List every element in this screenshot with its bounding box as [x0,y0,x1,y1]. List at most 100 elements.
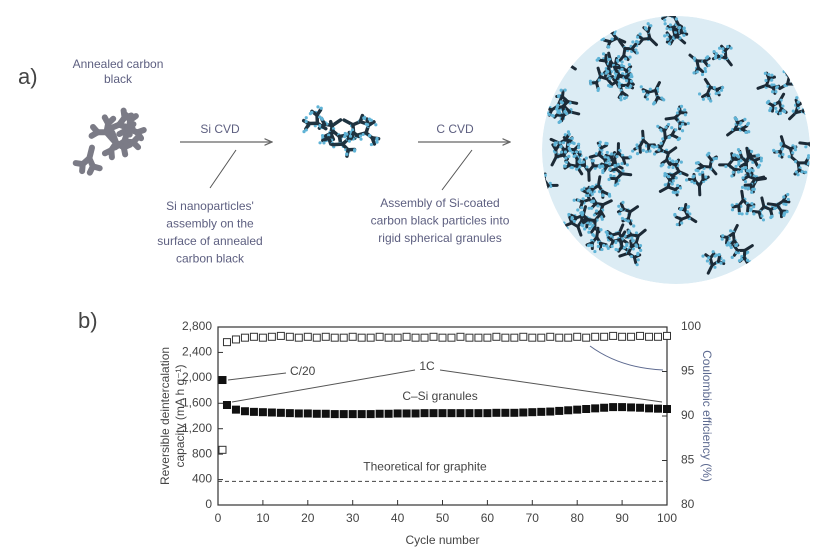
si-dot [542,174,545,178]
si-dot [603,155,607,159]
si-dot [661,163,665,167]
branch [630,42,638,51]
si-dot [714,52,718,56]
si-dot [683,108,687,112]
si-dot [615,154,619,159]
x-tick-label: 80 [571,511,585,525]
si-dot [717,252,721,257]
y-axis-label: capacity (mA h g⁻¹) [173,364,187,467]
data-point [555,406,564,415]
branch [346,130,352,141]
si-dot [652,152,657,156]
si-dot [707,151,711,156]
si-dot [682,33,686,37]
si-dot [668,27,673,31]
si-dot [625,163,629,167]
si-dot [734,117,739,122]
si-dot [671,165,675,170]
branch [747,149,753,158]
si-dot [358,134,363,138]
si-dot [662,7,665,10]
si-dot [636,258,640,262]
si-dot [796,100,800,104]
si-dot [343,135,347,139]
si-dot [549,184,553,188]
si-dot [631,149,635,153]
si-dot [536,194,539,197]
branch [730,152,735,161]
si-dot [617,85,621,89]
si-dot [760,214,764,218]
si-dot [739,121,743,125]
si-dot [345,132,349,136]
si-dot [744,166,748,170]
si-dot [662,98,666,102]
x-tick-label: 90 [615,511,629,525]
si-dot [707,96,711,101]
branch [624,72,632,79]
si-dot [806,156,810,160]
branch [672,16,678,18]
data-point [218,376,227,385]
si-dot [631,239,635,243]
si-dot [367,117,372,121]
si-dot [800,170,804,174]
si-dot [630,236,634,240]
x-axis-label: Cycle number [405,533,479,547]
si-dot [563,88,567,92]
data-point [393,409,402,418]
si-dot [803,170,808,174]
si-dot [729,46,733,50]
si-dot [627,62,631,67]
data-point [249,332,258,341]
x-tick-label: 50 [436,511,450,525]
si-dot [768,108,772,113]
si-dot [639,85,643,89]
si-dot [620,67,624,71]
si-dot [712,157,716,161]
si-dot [591,159,595,163]
data-point [501,408,510,417]
si-dot [717,46,722,50]
si-dot [645,97,650,101]
annotation: C–Si granules [402,389,477,403]
si-dot [554,66,559,70]
x-tick-label: 70 [526,511,540,525]
caption: Assembly of Si-coated [380,196,499,210]
si-dot [615,58,620,62]
si-dot [670,182,674,186]
si-dot [597,164,601,168]
si-dot [617,55,621,59]
data-point [429,409,438,418]
step-label: C CVD [436,122,474,136]
si-dot [656,86,660,91]
si-dot [719,88,724,92]
si-dot [804,110,809,115]
data-point [222,401,231,410]
data-point [303,409,312,418]
si-dot [721,85,725,90]
si-dot [605,231,609,235]
si-dot [680,129,685,133]
data-point [456,332,465,341]
y-tick-label: 2,400 [182,345,212,359]
si-dot [619,95,623,99]
data-point [222,338,231,347]
data-point [636,331,645,340]
si-dot [559,145,563,149]
si-dot [563,133,567,137]
si-dot [576,145,581,150]
data-point [240,333,249,342]
si-dot [679,206,684,211]
data-point [591,332,600,341]
y-tick-label: 800 [192,446,212,460]
si-dot [331,127,336,131]
si-dot [567,154,571,158]
data-point [384,409,393,418]
si-dot [610,37,614,41]
si-dot [594,152,598,156]
si-dot [618,148,622,153]
si-dot [543,173,547,177]
si-dot [676,137,680,142]
